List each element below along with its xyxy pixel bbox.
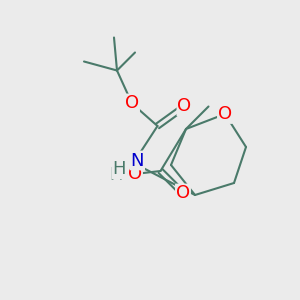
Text: O: O — [128, 165, 142, 183]
Text: O: O — [125, 94, 139, 112]
Text: H: H — [109, 167, 122, 184]
Text: O: O — [176, 184, 190, 202]
Text: O: O — [177, 98, 192, 116]
Text: O: O — [218, 105, 232, 123]
Text: N: N — [131, 152, 144, 169]
Text: H: H — [113, 160, 126, 178]
